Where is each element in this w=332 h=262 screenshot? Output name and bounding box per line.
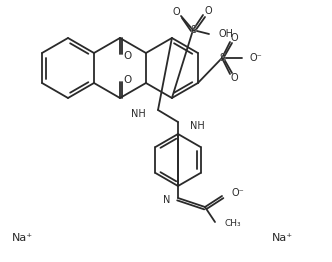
- Text: O: O: [230, 33, 238, 43]
- Text: Na⁺: Na⁺: [272, 233, 292, 243]
- Text: S: S: [219, 53, 225, 63]
- Text: CH₃: CH₃: [225, 220, 242, 228]
- Text: O⁻: O⁻: [250, 53, 263, 63]
- Text: S: S: [190, 25, 196, 35]
- Text: NH: NH: [190, 121, 205, 131]
- Text: O: O: [172, 7, 180, 17]
- Text: O: O: [230, 73, 238, 83]
- Text: N: N: [163, 195, 170, 205]
- Text: S: S: [219, 53, 225, 63]
- Text: Na⁺: Na⁺: [11, 233, 33, 243]
- Text: NH: NH: [131, 109, 146, 119]
- Text: S: S: [190, 25, 196, 35]
- Text: OH: OH: [219, 29, 234, 39]
- Text: O: O: [124, 75, 132, 85]
- Text: O: O: [124, 51, 132, 61]
- Text: O: O: [204, 6, 212, 16]
- Text: O⁻: O⁻: [232, 188, 245, 198]
